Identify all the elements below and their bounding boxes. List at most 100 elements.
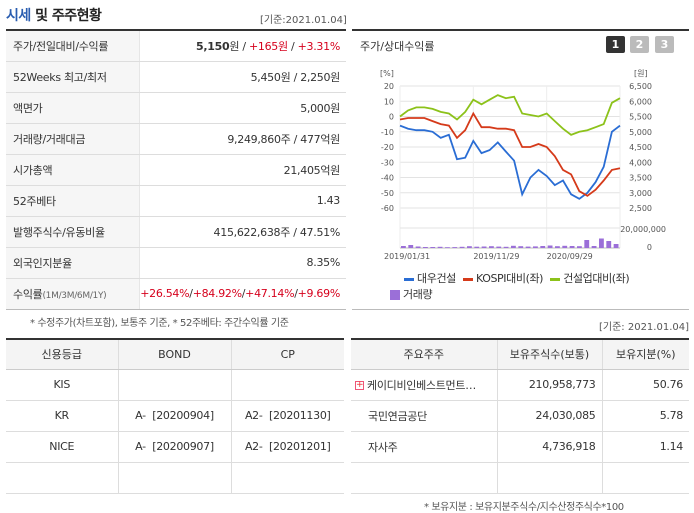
row-label: 액면가 (6, 92, 140, 124)
row-label: 발행주식수/유동비율 (6, 216, 140, 248)
row-label: 외국인지분율 (6, 247, 140, 279)
row-value: 21,405억원 (139, 154, 346, 186)
period-button-2[interactable]: 2 (630, 36, 649, 53)
volume-bar (518, 246, 524, 248)
cp-cell (230, 462, 344, 494)
separator: / (287, 39, 298, 53)
shareholder-note: * 보유지분 : 보유지분주식수/지수산정주식수*100 (424, 502, 624, 513)
bond-date: [20200907] (152, 440, 214, 453)
right-tick-label: 3,500 (629, 174, 652, 183)
table-row: KIS (6, 369, 344, 401)
cp-date: [20201201] (268, 440, 331, 453)
left-tick-label: -10 (381, 128, 394, 137)
series-line (399, 111, 621, 197)
price-note: * 수정주가(차트포함), 보통주 기준, * 52주베타: 주간수익률 기준 (30, 318, 289, 329)
volume-bar (613, 244, 619, 248)
volume-bar (430, 247, 436, 248)
returns-periods: (1M/3M/6M/1Y) (42, 290, 107, 301)
volume-bar (408, 245, 414, 248)
cp-date: [20201130] (268, 409, 331, 422)
left-tick-label: 10 (384, 97, 394, 106)
col-percent: 보유지분(%) (601, 339, 689, 370)
chart-lines (399, 94, 621, 200)
holder-name (351, 462, 497, 494)
returns-label: 수익률 (13, 287, 43, 301)
period-button-1[interactable]: 1 (606, 36, 625, 53)
legend-stock: 대우건설 (417, 272, 456, 285)
shareholder-table: 주요주주 보유주식수(보통) 보유지분(%) + 케이디비인베스트먼트… 210,… (351, 338, 689, 494)
agency-name: KIS (6, 369, 118, 401)
price-table: 주가/전일대비/수익률 5,150원 / +165원 / +3.31% 52We… (6, 29, 346, 310)
table-header: 신용등급 BOND CP (6, 339, 344, 370)
right-tick-label: 2,500 (629, 204, 652, 213)
agency-name: NICE (6, 431, 118, 463)
holder-shares (496, 462, 602, 494)
bond-grade: A- (135, 409, 146, 422)
table-row: 국민연금공단 24,030,085 5.78 (351, 400, 689, 432)
volume-bar (584, 240, 590, 248)
row-value: 9,249,860주 / 477억원 (139, 123, 346, 155)
table-row: 외국인지분율 8.35% (6, 247, 346, 279)
holder-percent: 1.14 (601, 431, 689, 463)
section-title: 시세 및 주주현황 (6, 5, 102, 25)
series-line (399, 94, 621, 136)
title-main: 시세 (6, 8, 31, 24)
separator: / (239, 39, 249, 53)
holder-name[interactable]: + 케이디비인베스트먼트… (351, 369, 497, 401)
chart-legend-volume: 거래량 (386, 286, 433, 302)
bond-cell: A- [20200907] (117, 431, 231, 463)
holder-name-text: 케이디비인베스트먼트… (367, 378, 476, 392)
price-unit: 원 (229, 39, 240, 53)
chart-legend: 대우건설 KOSPI대비(좌) 건설업대비(좌) (400, 270, 630, 286)
table-row: + 케이디비인베스트먼트… 210,958,773 50.76 (351, 369, 689, 401)
table-row: 액면가 5,000원 (6, 92, 346, 124)
holder-name: 국민연금공단 (351, 400, 497, 432)
table-row: 시가총액 21,405억원 (6, 154, 346, 186)
col-bond: BOND (117, 339, 231, 370)
volume-bar (577, 246, 582, 248)
agency-name (6, 462, 118, 494)
table-row: NICE A- [20200907] A2- [20201201] (6, 431, 344, 463)
left-tick-label: 0 (389, 113, 394, 122)
table-row: KR A- [20200904] A2- [20201130] (6, 400, 344, 432)
bond-cell (117, 369, 231, 401)
return-1m: +26.54% (140, 287, 190, 300)
right-tick-label: 6,000 (629, 97, 652, 106)
volume-bar (591, 246, 597, 248)
left-tick-label: -20 (381, 143, 394, 152)
axis-labels: 20 6,500 10 6,000 0 5,500 -10 5,000 -20 4,500 -30 4… (380, 69, 666, 261)
table-row: 52주베타 1.43 (6, 185, 346, 217)
left-tick-label: -50 (381, 189, 394, 198)
current-price: 5,150 (196, 39, 230, 53)
table-row: 발행주식수/유동비율 415,622,638주 / 47.51% (6, 216, 346, 248)
row-value: 8.35% (139, 247, 346, 279)
holder-percent: 5.78 (601, 400, 689, 432)
x-tick-label: 2019/01/31 (384, 252, 430, 261)
price-change: +165원 (248, 39, 288, 53)
row-label: 52Weeks 최고/최저 (6, 61, 140, 93)
volume-bar (467, 246, 472, 248)
col-shares: 보유주식수(보통) (496, 339, 602, 370)
right-tick-label: 4,500 (629, 143, 652, 152)
left-tick-label: -40 (381, 174, 394, 183)
x-tick-label: 2019/11/29 (473, 252, 519, 261)
volume-bar (415, 246, 421, 248)
volume-bar (606, 241, 612, 248)
series-line (399, 124, 621, 200)
volume-bar (489, 246, 494, 248)
price-value: 5,150원 / +165원 / +3.31% (139, 30, 346, 62)
row-value: 5,450원 / 2,250원 (139, 61, 346, 93)
bond-cell: A- [20200904] (117, 400, 231, 432)
stock-chart: 20 6,500 10 6,000 0 5,500 -10 5,000 -20 4,500 -30 4… (380, 69, 666, 261)
chart-grid (399, 85, 621, 249)
right-tick-label: 4,000 (629, 158, 652, 167)
table-row (6, 462, 344, 494)
table-row: 주가/전일대비/수익률 5,150원 / +165원 / +3.31% (6, 30, 346, 62)
period-button-3[interactable]: 3 (655, 36, 674, 53)
holder-shares: 4,736,918 (496, 431, 602, 463)
expand-icon[interactable]: + (355, 380, 364, 390)
cp-cell (230, 369, 344, 401)
right-axis-unit: [원] (634, 69, 648, 78)
base-date: [기준:2021.01.04] (260, 15, 347, 26)
volume-bar (503, 246, 509, 248)
